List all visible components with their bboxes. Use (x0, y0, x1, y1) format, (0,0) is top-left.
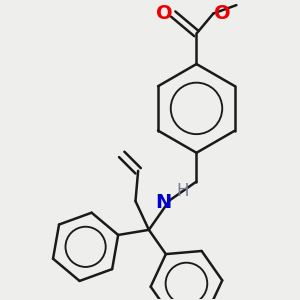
Text: N: N (155, 193, 171, 212)
Text: H: H (177, 182, 189, 200)
Text: O: O (214, 4, 231, 23)
Text: O: O (156, 4, 172, 23)
